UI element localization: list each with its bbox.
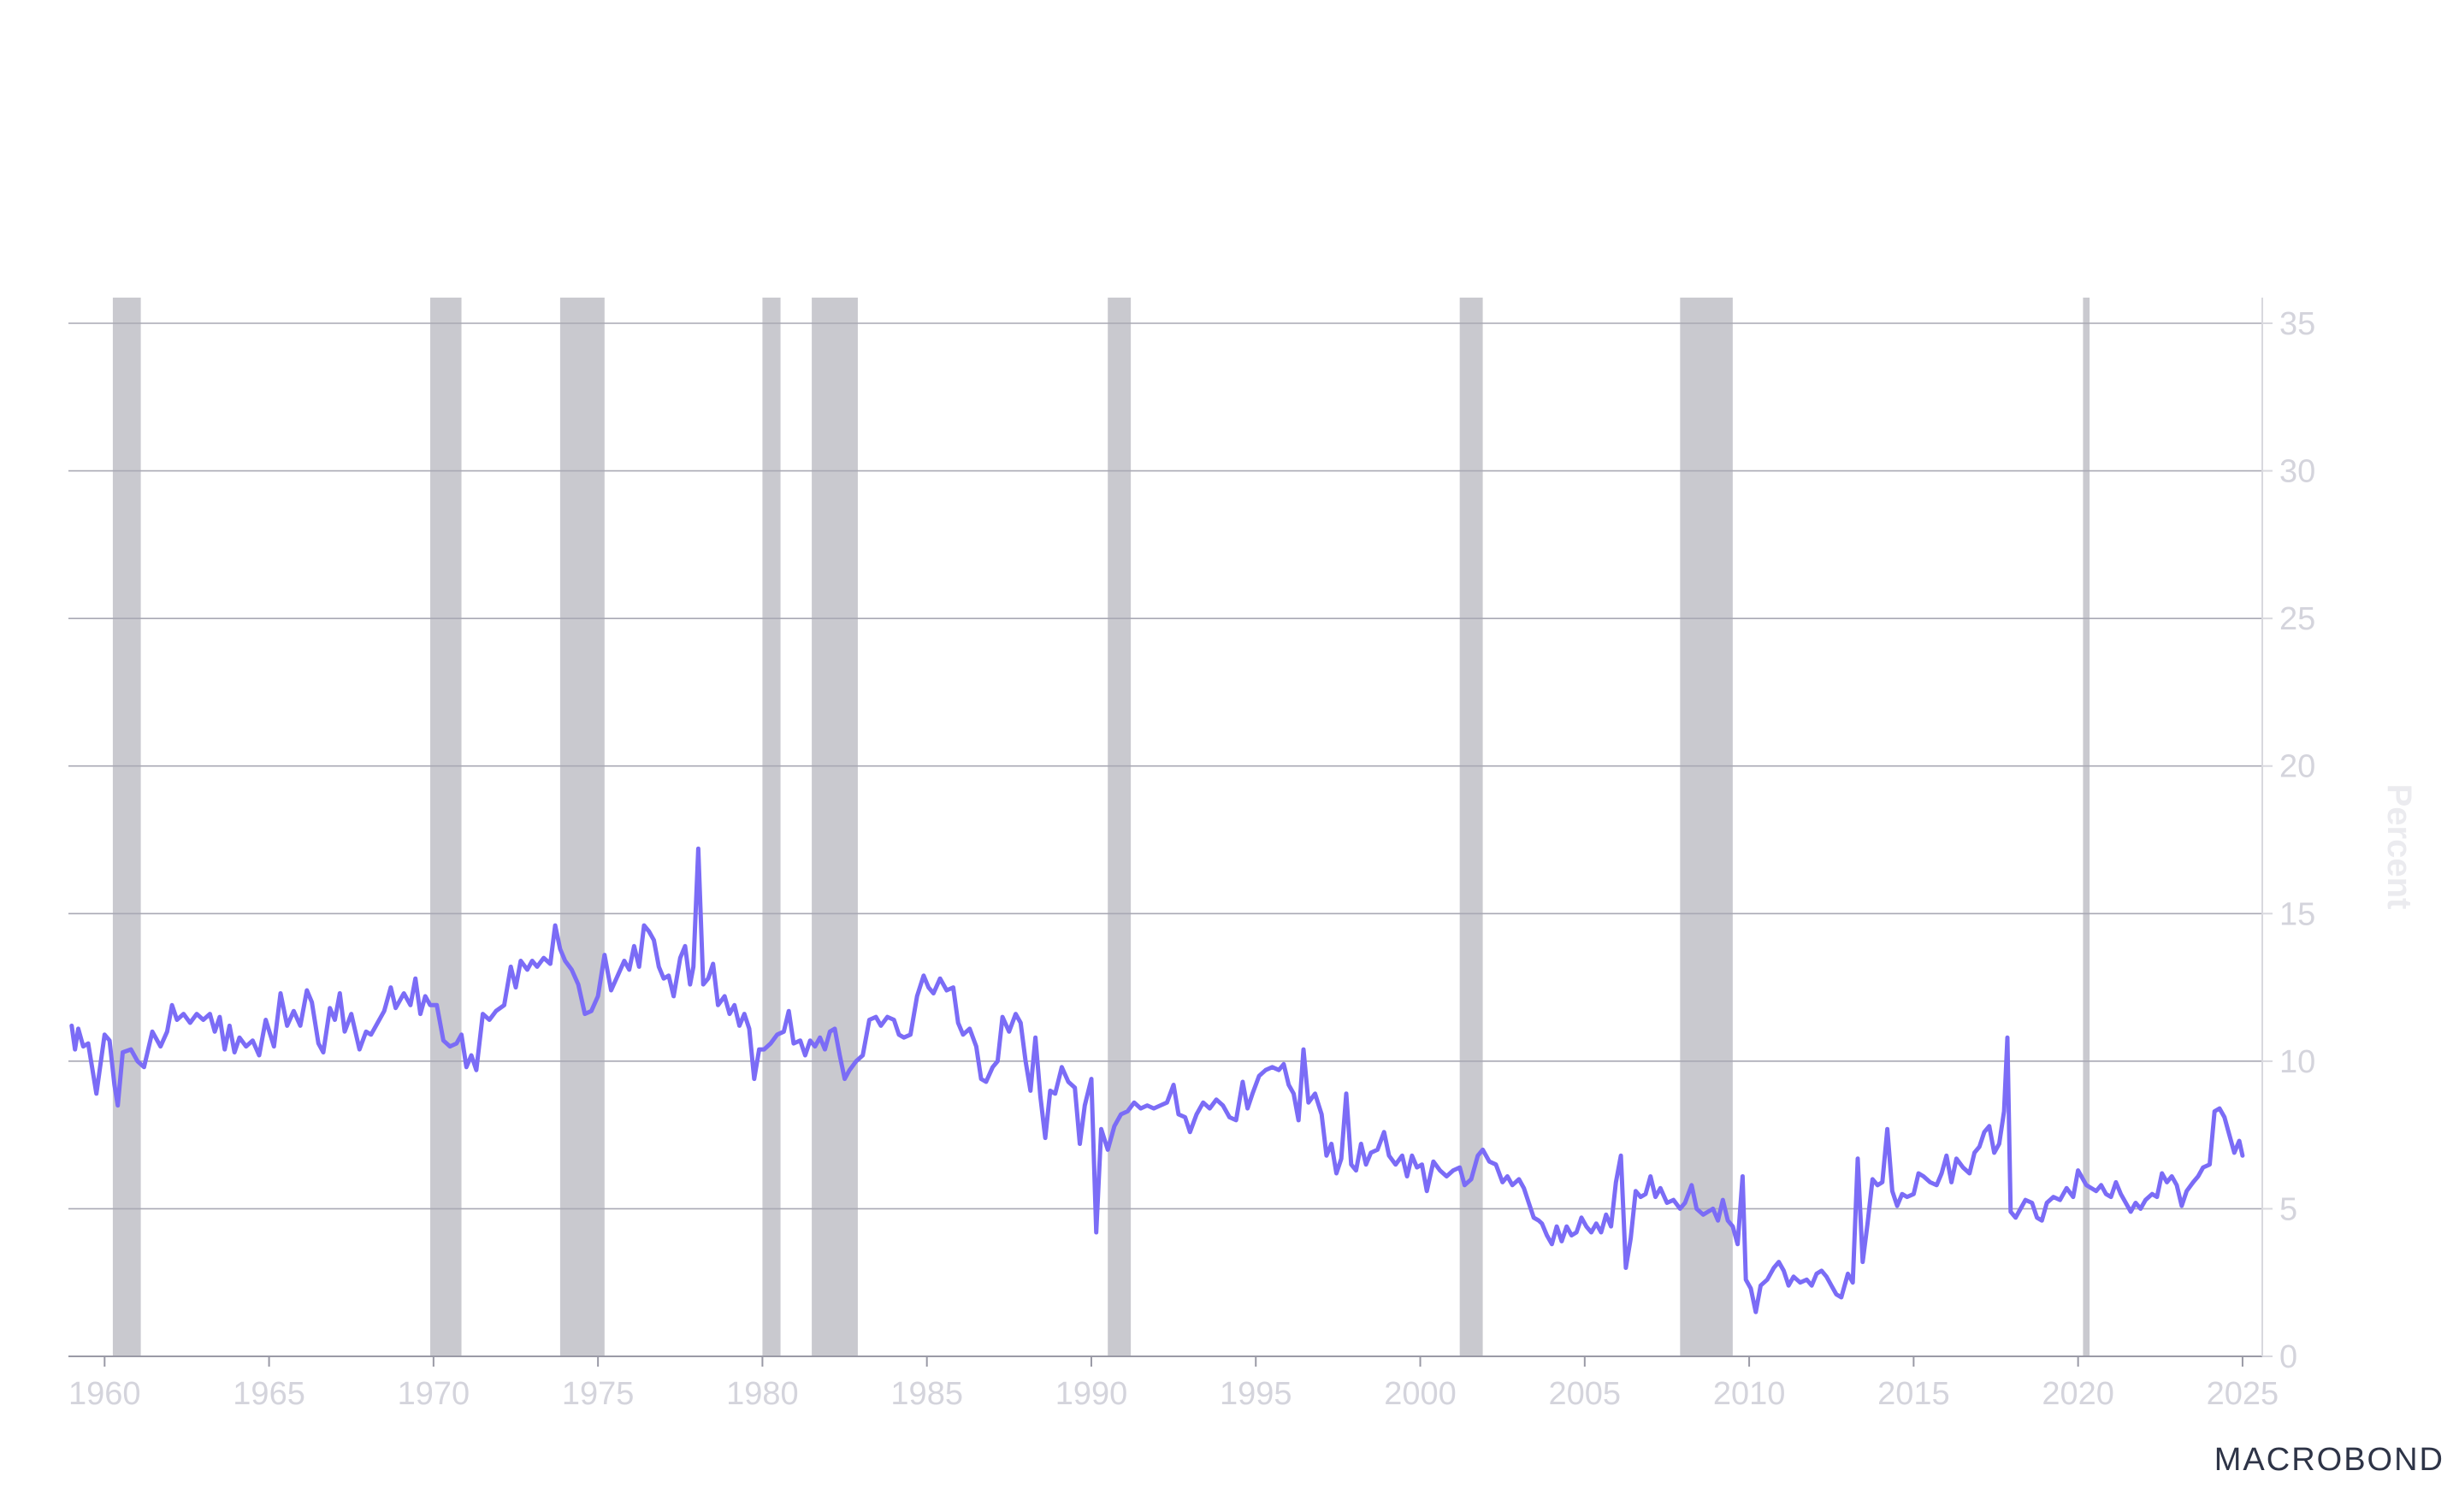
x-tick-labels: 1960 1965 1970 1975 1980 1985 1990 1995 2000 2005… [68, 1356, 2279, 1412]
recession-band-5 [1108, 298, 1132, 1356]
y-tick-label-0: 0 [2279, 1339, 2297, 1375]
recession-band-3 [762, 298, 781, 1356]
x-tick-label-2020: 2020 [2042, 1376, 2114, 1412]
recession-band-6 [1459, 298, 1483, 1356]
macrobond-logo: MACROBOND [2214, 1442, 2444, 1478]
x-tick-label-2025: 2025 [2207, 1376, 2279, 1412]
gridlines [68, 322, 2262, 1210]
series-layer [69, 846, 2245, 1314]
x-tick-label-2010: 2010 [1713, 1376, 1786, 1412]
axes [68, 298, 2263, 1357]
recession-bands [112, 298, 2090, 1356]
recession-band-2 [559, 298, 605, 1356]
y-tick-labels: 0 5 10 15 20 25 30 35 [2262, 306, 2315, 1375]
x-tick-label-2015: 2015 [1877, 1376, 1950, 1412]
recession-band-0 [112, 298, 141, 1356]
x-tick-label-1985: 1985 [890, 1376, 963, 1412]
x-tick-label-1965: 1965 [233, 1376, 305, 1412]
recession-band-4 [812, 298, 858, 1356]
x-tick-label-2005: 2005 [1549, 1376, 1622, 1412]
logo-text: MACROBOND [2214, 1442, 2444, 1478]
y-tick-label-20: 20 [2279, 749, 2315, 785]
y-tick-label-25: 25 [2279, 601, 2315, 637]
recession-band-1 [430, 298, 462, 1356]
x-tick-label-1970: 1970 [398, 1376, 470, 1412]
y-tick-label-10: 10 [2279, 1044, 2315, 1080]
x-tick-label-2000: 2000 [1384, 1376, 1457, 1412]
y-tick-label-5: 5 [2279, 1191, 2297, 1227]
y-tick-label-35: 35 [2279, 306, 2315, 342]
x-tick-label-1995: 1995 [1220, 1376, 1292, 1412]
x-tick-label-1990: 1990 [1055, 1376, 1128, 1412]
x-tick-label-1960: 1960 [68, 1376, 141, 1412]
series-line-0 [69, 846, 2245, 1314]
x-tick-label-1975: 1975 [562, 1376, 635, 1412]
recession-band-8 [2083, 298, 2090, 1356]
y-axis-title: Percent [2380, 784, 2418, 910]
y-tick-label-30: 30 [2279, 454, 2315, 490]
y-tick-label-15: 15 [2279, 896, 2315, 932]
x-tick-label-1980: 1980 [726, 1376, 799, 1412]
recession-band-7 [1680, 298, 1733, 1356]
